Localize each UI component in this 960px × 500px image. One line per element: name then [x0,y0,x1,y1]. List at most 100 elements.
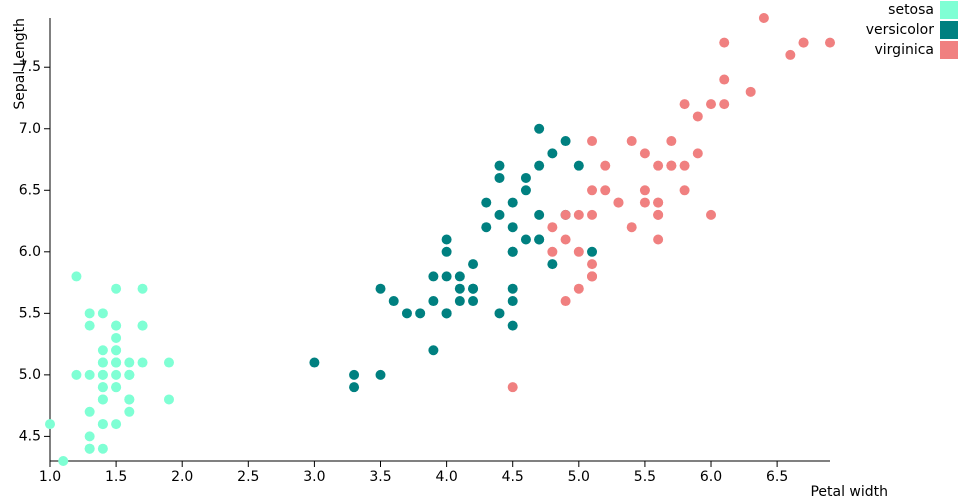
point [137,357,148,368]
point [388,296,399,307]
point [111,332,122,343]
point [507,296,518,307]
point [653,234,664,245]
point [97,308,108,319]
point [719,74,730,85]
point [349,369,360,380]
point [534,234,545,245]
point [573,160,584,171]
x-tick-label: 3.0 [303,469,325,485]
point [507,246,518,257]
legend-label: setosa [888,2,934,18]
point [97,443,108,454]
point [587,185,598,196]
point [97,345,108,356]
y-tick-label: 6.0 [19,244,41,260]
point [71,271,82,282]
y-tick-label: 7.5 [19,59,41,75]
x-tick-label: 6.5 [766,469,788,485]
point [163,394,174,405]
point [626,222,637,233]
point [573,283,584,294]
point [494,160,505,171]
point [587,136,598,147]
x-tick-label: 4.0 [435,469,457,485]
y-tick-label: 6.5 [19,182,41,198]
point [560,234,571,245]
point [468,296,479,307]
point [666,160,677,171]
point [97,357,108,368]
y-tick-label: 5.0 [19,367,41,383]
y-tick-label: 7.0 [19,121,41,137]
x-tick-label: 1.5 [105,469,127,485]
x-tick-label: 2.0 [171,469,193,485]
point [415,308,426,319]
point [507,222,518,233]
point [600,160,611,171]
point [84,406,95,417]
point [494,209,505,220]
point [706,209,717,220]
point [600,185,611,196]
point [111,382,122,393]
point [587,271,598,282]
point [534,123,545,134]
point [758,13,769,23]
point [507,320,518,331]
point [137,320,148,331]
point [560,296,571,307]
legend-label: virginica [875,42,935,58]
point [441,308,452,319]
point [520,185,531,196]
point [666,136,677,147]
point [84,369,95,380]
point [441,234,452,245]
point [124,394,135,405]
point [547,148,558,159]
x-tick-label: 5.5 [634,469,656,485]
point [454,271,465,282]
point [428,345,439,356]
point [573,209,584,220]
point [481,222,492,233]
point [560,136,571,147]
point [84,320,95,331]
point [71,369,82,380]
legend-label: versicolor [866,22,935,38]
point [401,308,412,319]
point [573,246,584,257]
point [639,185,650,196]
point [587,259,598,270]
x-tick-label: 3.5 [369,469,391,485]
y-axis-label: Sepal Length [12,18,28,110]
point [349,382,360,393]
point [441,271,452,282]
point [97,394,108,405]
x-tick-label: 4.5 [502,469,524,485]
x-axis-label: Petal width [810,484,888,500]
point [679,185,690,196]
point [798,37,809,48]
point [825,37,835,48]
point [124,406,135,417]
point [111,357,122,368]
point [111,345,122,356]
point [679,160,690,171]
point [111,369,122,380]
point [520,234,531,245]
point [428,271,439,282]
point [547,222,558,233]
x-tick-label: 5.0 [568,469,590,485]
point [534,209,545,220]
point [111,283,122,294]
x-tick-label: 6.0 [700,469,722,485]
legend-swatch [940,1,958,19]
y-tick-label: 4.5 [19,428,41,444]
point [84,443,95,454]
point [124,369,135,380]
point [111,419,122,430]
point [45,419,55,430]
point [124,357,135,368]
point [587,246,598,257]
